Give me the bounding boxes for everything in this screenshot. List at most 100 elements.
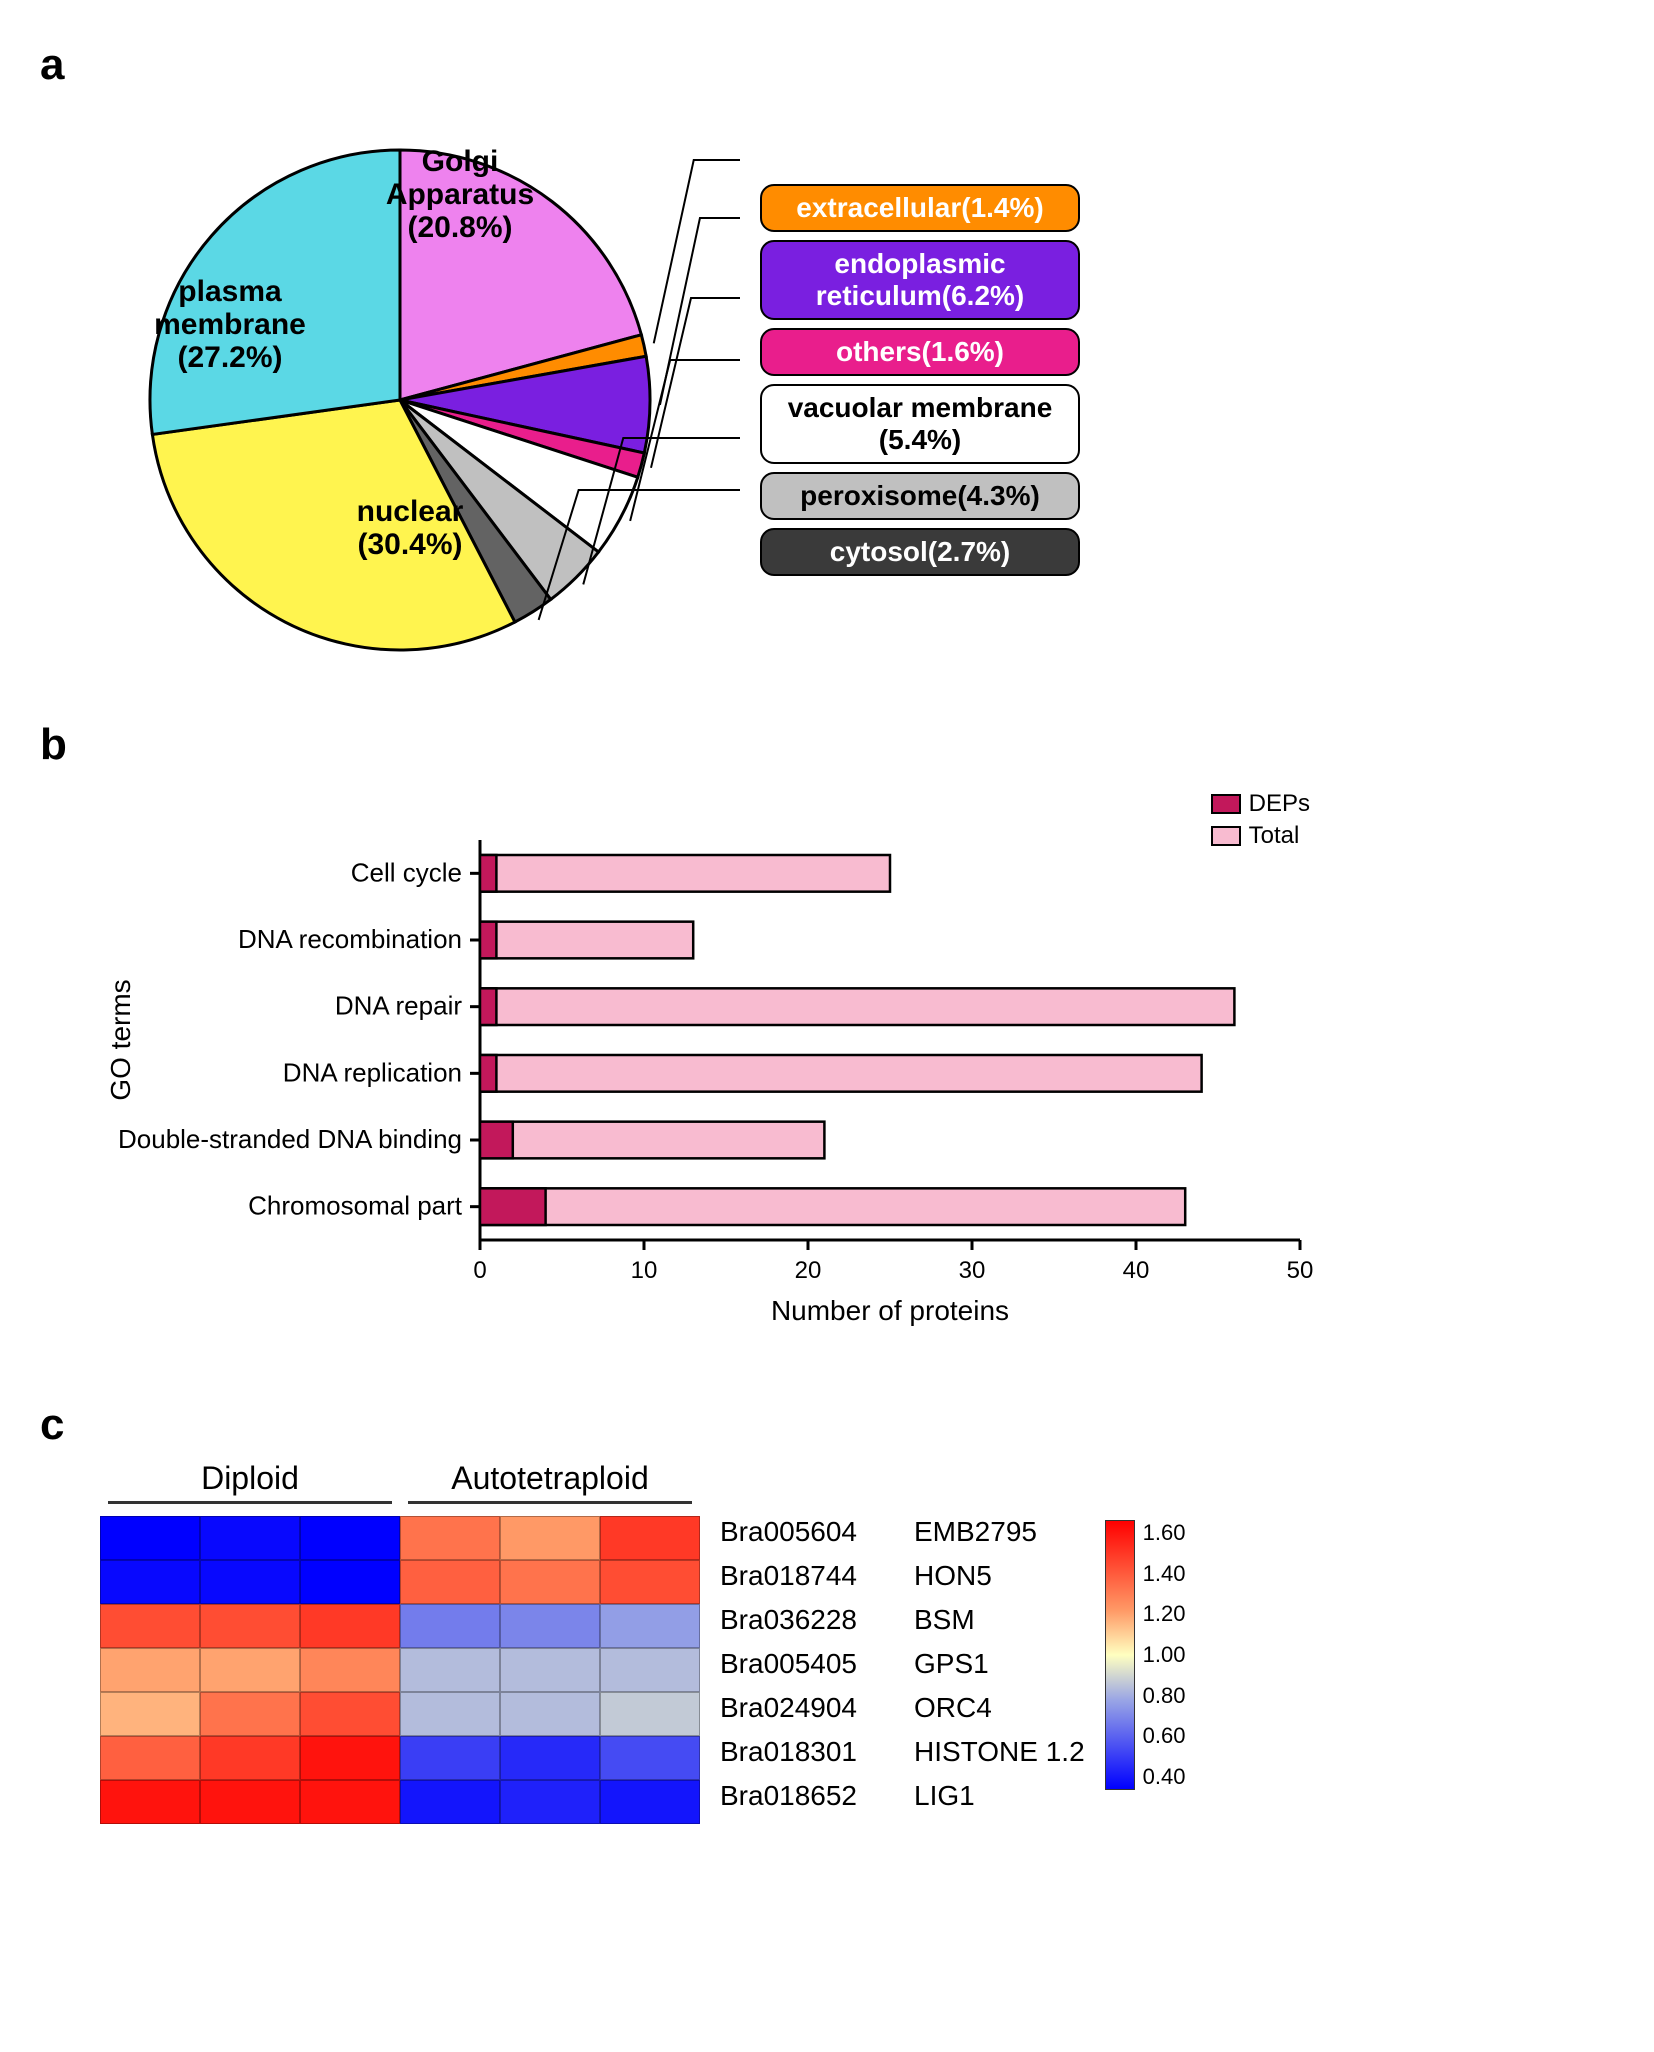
colorbar-tick: 0.80 bbox=[1143, 1683, 1186, 1709]
heatmap-cell bbox=[100, 1604, 200, 1648]
heatmap-header: Diploid bbox=[100, 1460, 400, 1512]
colorbar: 1.601.401.201.000.800.600.40 bbox=[1105, 1460, 1186, 1824]
heatmap-cell bbox=[200, 1560, 300, 1604]
heatmap-cell bbox=[400, 1692, 500, 1736]
svg-text:30: 30 bbox=[959, 1257, 986, 1284]
heatmap-row bbox=[100, 1692, 700, 1736]
legend-a-item: peroxisome(4.3%) bbox=[760, 472, 1080, 520]
bar-deps bbox=[480, 922, 496, 959]
svg-text:10: 10 bbox=[631, 1257, 658, 1284]
svg-text:40: 40 bbox=[1123, 1257, 1150, 1284]
slice-label-golgi: GolgiApparatus(20.8%) bbox=[360, 145, 560, 244]
heatmap-row-label: Bra036228BSM bbox=[720, 1598, 1085, 1642]
legend-b-swatch bbox=[1211, 794, 1241, 814]
bar-total bbox=[480, 1055, 1202, 1092]
heatmap-cell bbox=[100, 1692, 200, 1736]
heatmap-cell bbox=[600, 1736, 700, 1780]
heatmap-cell bbox=[400, 1648, 500, 1692]
colorbar-tick: 1.60 bbox=[1143, 1520, 1186, 1546]
bar-total bbox=[480, 922, 693, 959]
svg-text:50: 50 bbox=[1287, 1257, 1314, 1284]
colorbar-tick: 1.00 bbox=[1143, 1642, 1186, 1668]
legend-b: DEPsTotal bbox=[1211, 790, 1310, 854]
slice-label-plasma: plasmamembrane(27.2%) bbox=[140, 275, 320, 374]
heatmap-cell bbox=[200, 1692, 300, 1736]
heatmap-grid bbox=[100, 1516, 700, 1824]
heatmap-cell bbox=[200, 1604, 300, 1648]
pie-container: GolgiApparatus(20.8%) plasmamembrane(27.… bbox=[100, 100, 1614, 660]
svg-text:GO terms: GO terms bbox=[105, 979, 136, 1100]
heatmap-row bbox=[100, 1560, 700, 1604]
heatmap-cell bbox=[500, 1780, 600, 1824]
heatmap-row-label: Bra005405GPS1 bbox=[720, 1642, 1085, 1686]
legend-a-item: cytosol(2.7%) bbox=[760, 528, 1080, 576]
legend-a-item: vacuolar membrane(5.4%) bbox=[760, 384, 1080, 464]
panel-a-label: a bbox=[40, 40, 1614, 90]
heatmap-cell bbox=[500, 1692, 600, 1736]
heatmap-cell bbox=[400, 1560, 500, 1604]
bar-deps bbox=[480, 855, 496, 892]
heatmap-cell bbox=[600, 1648, 700, 1692]
heatmap-cell bbox=[400, 1780, 500, 1824]
heatmap-header: Autotetraploid bbox=[400, 1460, 700, 1512]
heatmap-cell bbox=[600, 1604, 700, 1648]
colorbar-tick: 1.20 bbox=[1143, 1601, 1186, 1627]
colorbar-ticks: 1.601.401.201.000.800.600.40 bbox=[1143, 1520, 1186, 1790]
svg-text:20: 20 bbox=[795, 1257, 822, 1284]
heatmap-cell bbox=[600, 1516, 700, 1560]
heatmap-row bbox=[100, 1604, 700, 1648]
heatmap-headers: DiploidAutotetraploid bbox=[100, 1460, 700, 1512]
heatmap-cell bbox=[400, 1604, 500, 1648]
heatmap-cell bbox=[200, 1648, 300, 1692]
heatmap-row-label: Bra024904ORC4 bbox=[720, 1686, 1085, 1730]
colorbar-gradient bbox=[1105, 1520, 1135, 1790]
heatmap-cell bbox=[100, 1648, 200, 1692]
bar-total bbox=[480, 988, 1234, 1025]
heatmap-row-label: Bra018652LIG1 bbox=[720, 1774, 1085, 1818]
heatmap-cell bbox=[600, 1780, 700, 1824]
panel-b-label: b bbox=[40, 720, 1614, 770]
bar-total bbox=[480, 1188, 1185, 1225]
panel-c-label: c bbox=[40, 1400, 1614, 1450]
slice-label-nuclear: nuclear(30.4%) bbox=[320, 495, 500, 561]
bar-svg: 01020304050Number of proteinsGO termsCel… bbox=[100, 780, 1350, 1340]
heatmap-cell bbox=[500, 1604, 600, 1648]
svg-text:0: 0 bbox=[473, 1257, 486, 1284]
heatmap-cell bbox=[100, 1736, 200, 1780]
svg-text:Double-stranded DNA binding: Double-stranded DNA binding bbox=[118, 1124, 462, 1154]
heatmap-cell bbox=[300, 1780, 400, 1824]
svg-text:Chromosomal part: Chromosomal part bbox=[248, 1191, 463, 1221]
panel-a: a GolgiApparatus(20.8%) plasmamembrane(2… bbox=[40, 40, 1614, 660]
colorbar-tick: 0.60 bbox=[1143, 1723, 1186, 1749]
heatmap-row bbox=[100, 1648, 700, 1692]
legend-b-item: Total bbox=[1211, 822, 1310, 850]
heatmap-cell bbox=[300, 1560, 400, 1604]
legend-a-item: endoplasmicreticulum(6.2%) bbox=[760, 240, 1080, 320]
bar-deps bbox=[480, 1122, 513, 1159]
heatmap-row bbox=[100, 1516, 700, 1560]
svg-text:Number of proteins: Number of proteins bbox=[771, 1295, 1009, 1326]
legend-a: extracellular(1.4%)endoplasmicreticulum(… bbox=[760, 184, 1080, 576]
heatmap-cell bbox=[500, 1736, 600, 1780]
heatmap-cell bbox=[100, 1780, 200, 1824]
heatmap-row bbox=[100, 1780, 700, 1824]
legend-a-item: others(1.6%) bbox=[760, 328, 1080, 376]
bar-total bbox=[480, 1122, 824, 1159]
heatmap-cell bbox=[400, 1736, 500, 1780]
svg-text:DNA recombination: DNA recombination bbox=[238, 924, 462, 954]
heatmap-row-label: Bra018744HON5 bbox=[720, 1554, 1085, 1598]
heatmap-cell bbox=[200, 1516, 300, 1560]
heatmap-cell bbox=[100, 1516, 200, 1560]
heatmap-cell bbox=[300, 1692, 400, 1736]
heatmap-cell bbox=[300, 1604, 400, 1648]
heatmap-cell bbox=[100, 1560, 200, 1604]
heatmap-row bbox=[100, 1736, 700, 1780]
heatmap-cell bbox=[200, 1736, 300, 1780]
colorbar-tick: 1.40 bbox=[1143, 1561, 1186, 1587]
heatmap-wrap: DiploidAutotetraploid Bra005604EMB2795Br… bbox=[100, 1460, 1614, 1824]
heatmap-cell bbox=[200, 1780, 300, 1824]
svg-text:DNA replication: DNA replication bbox=[283, 1057, 462, 1087]
heatmap-row-label: Bra018301HISTONE 1.2 bbox=[720, 1730, 1085, 1774]
heatmap-cell bbox=[300, 1736, 400, 1780]
svg-text:DNA repair: DNA repair bbox=[335, 991, 462, 1021]
